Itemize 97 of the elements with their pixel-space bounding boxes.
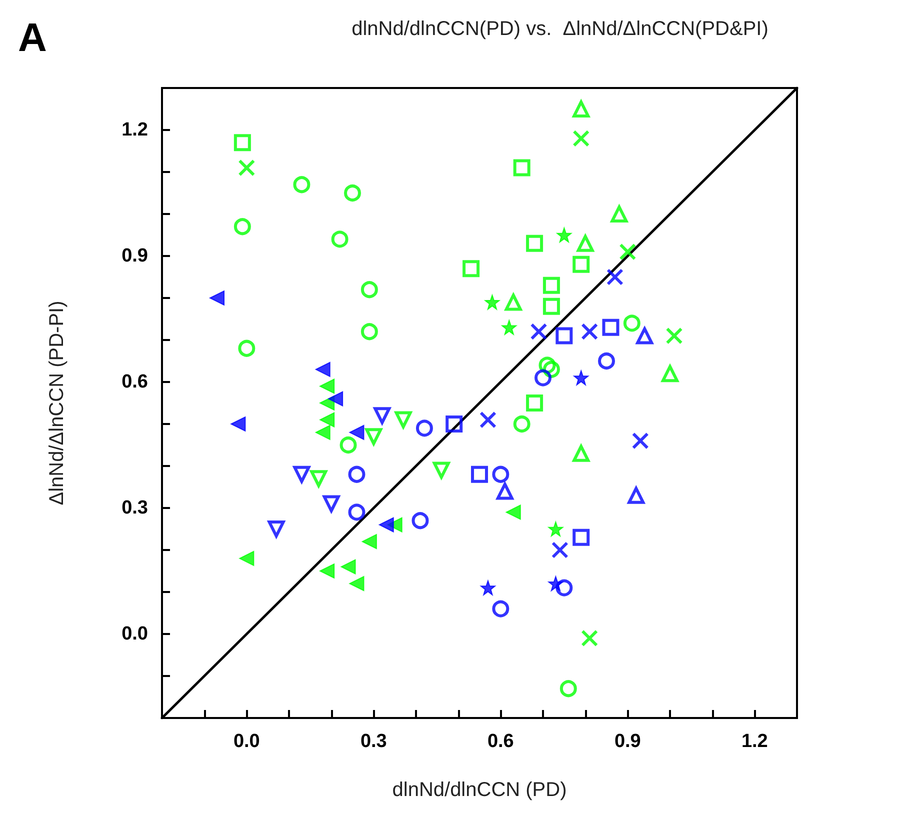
point: [581, 323, 598, 340]
point: [572, 130, 590, 147]
point: [416, 420, 433, 437]
point: [534, 369, 552, 386]
point: [506, 504, 521, 520]
point: [513, 159, 530, 176]
chart-title: dlnNd/dlnCCN(PD) vs. ΔlnNd/ΔlnCCN(PD&PI): [352, 18, 768, 40]
point: [572, 100, 590, 118]
x-tick-label: 1.2: [741, 731, 768, 752]
point: [610, 206, 628, 222]
point: [462, 260, 480, 278]
point: [238, 159, 256, 176]
point: [394, 411, 412, 428]
x-tick-label: 0.6: [487, 731, 514, 752]
point: [576, 234, 594, 252]
point: [210, 290, 225, 306]
point: [556, 579, 573, 596]
point: [606, 268, 624, 286]
point: [238, 340, 256, 357]
point: [234, 134, 251, 152]
point: [349, 576, 364, 592]
y-tick-label: 0.6: [122, 372, 148, 392]
point: [348, 504, 366, 521]
point: [230, 416, 246, 432]
point: [572, 528, 590, 546]
point: [412, 512, 429, 530]
point: [598, 352, 615, 370]
point: [480, 580, 496, 596]
point: [344, 184, 361, 202]
point: [349, 424, 364, 440]
point: [320, 564, 335, 578]
y-tick-label: 0.3: [122, 498, 148, 518]
x-axis-title: dlnNd/dlnCCN (PD): [392, 779, 567, 801]
point: [556, 327, 573, 344]
point: [484, 294, 500, 310]
point: [548, 576, 564, 592]
point: [572, 444, 590, 462]
point: [530, 323, 548, 340]
point: [315, 362, 330, 377]
point: [365, 428, 382, 446]
point: [310, 470, 328, 488]
point: [320, 378, 335, 394]
point: [551, 542, 568, 558]
point: [320, 412, 335, 428]
point: [268, 520, 285, 538]
y-tick-label: 1.2: [122, 120, 148, 140]
point: [331, 230, 348, 248]
y-tick-label: 0.0: [122, 624, 148, 644]
point: [293, 176, 310, 194]
point: [374, 407, 391, 424]
point: [315, 424, 330, 440]
point: [623, 314, 640, 332]
point: [560, 680, 577, 698]
point: [340, 559, 356, 574]
point: [340, 436, 357, 454]
point: [360, 281, 378, 298]
point: [628, 486, 645, 504]
point: [496, 482, 514, 500]
x-tick-label: 0.9: [614, 731, 641, 752]
x-tick-label: 0.3: [360, 731, 387, 752]
point: [662, 365, 678, 382]
text: A: [18, 16, 47, 60]
point: [360, 323, 378, 340]
point: [526, 234, 544, 252]
point: [602, 318, 620, 336]
point: [548, 522, 564, 536]
point: [581, 630, 598, 647]
point: [574, 370, 589, 386]
point: [328, 391, 344, 406]
y-axis-title: ΔlnNd/ΔlnCCN (PD-PI): [46, 300, 68, 506]
point: [526, 394, 544, 412]
point: [471, 466, 488, 483]
point: [504, 294, 522, 311]
point: [239, 550, 254, 566]
point: [234, 218, 251, 236]
point: [666, 327, 683, 344]
point: [556, 228, 572, 242]
x-tick-label: 0.0: [233, 731, 260, 752]
point: [348, 466, 366, 483]
point: [572, 256, 590, 273]
point: [479, 411, 496, 428]
point: [636, 327, 654, 344]
point: [293, 466, 310, 483]
point: [492, 466, 510, 483]
point: [492, 600, 510, 618]
point: [322, 495, 340, 512]
point: [502, 320, 517, 335]
point: [432, 462, 450, 479]
point: [446, 416, 463, 432]
point: [362, 534, 377, 550]
point: [542, 276, 560, 294]
point: [619, 243, 636, 260]
point: [632, 432, 649, 450]
y-tick-label: 0.9: [122, 246, 148, 266]
point: [513, 416, 530, 432]
point: [378, 517, 394, 532]
point: [542, 298, 560, 315]
